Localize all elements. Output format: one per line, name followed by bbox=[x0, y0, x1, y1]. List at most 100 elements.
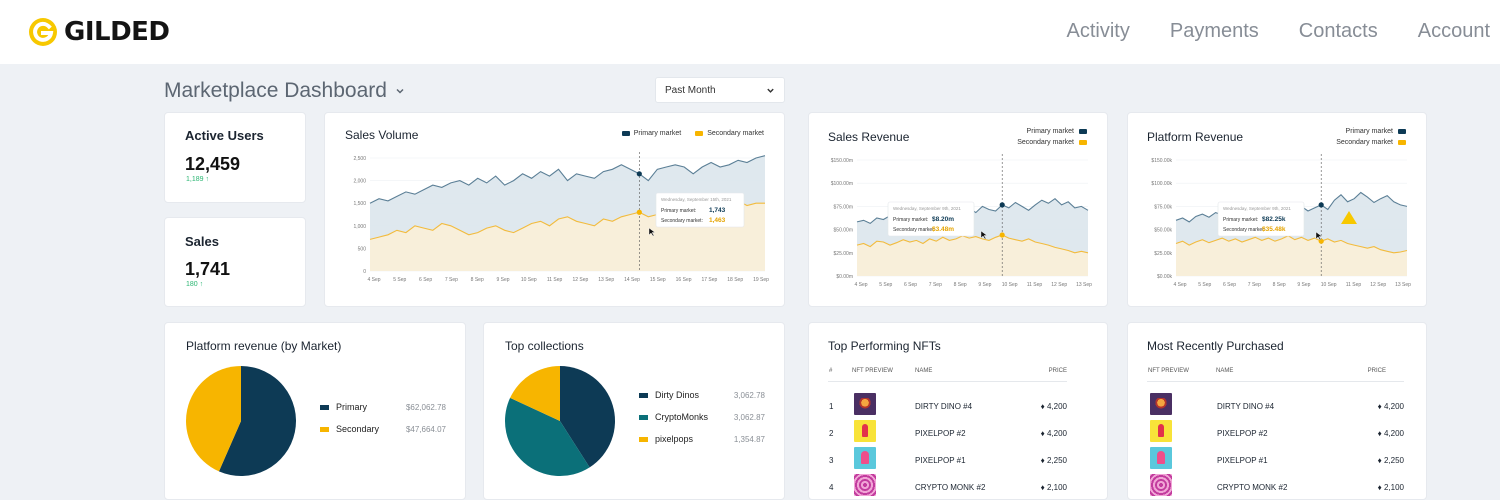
table-row[interactable]: PIXELPOP #2 ♦ 4,200 bbox=[1147, 420, 1404, 446]
series-line-secondary bbox=[1175, 235, 1408, 254]
pie-slice-cryptomonks[interactable] bbox=[504, 397, 590, 477]
x-tick-label: 11 Sep bbox=[1027, 282, 1043, 288]
row-name: PIXELPOP #1 bbox=[915, 456, 966, 465]
row-price: ♦ 2,100 bbox=[1040, 483, 1067, 492]
legend-pixelpops: pixelpops 1,354.87 bbox=[639, 434, 765, 444]
top-collections-pie[interactable] bbox=[504, 365, 616, 477]
hover-point bbox=[636, 209, 642, 215]
series-area-secondary bbox=[857, 235, 1088, 276]
table-row[interactable]: 2 PIXELPOP #2 ♦ 4,200 bbox=[828, 420, 1085, 446]
nft-thumbnail[interactable] bbox=[1150, 393, 1172, 415]
legend-secondary-swatch bbox=[1079, 140, 1087, 145]
tooltip-secondary-value: $3.48m bbox=[932, 226, 954, 233]
logo[interactable]: GILDED bbox=[28, 16, 170, 48]
sales-revenue-card: Sales Revenue Primary market Secondary m… bbox=[808, 112, 1108, 307]
pie-slice-pixelpops[interactable] bbox=[510, 366, 560, 421]
platform-revenue-chart[interactable]: $150.00k $100.00k $75.00k $50.00k $25.00k $0.… bbox=[1128, 113, 1428, 308]
hover-point bbox=[999, 202, 1005, 208]
revenue-by-market-pie[interactable] bbox=[185, 365, 297, 477]
row-name: DIRTY DINO #4 bbox=[915, 402, 973, 411]
table-row[interactable]: CRYPTO MONK #2 ♦ 2,100 bbox=[1147, 474, 1404, 500]
nav-account[interactable]: Account bbox=[1417, 20, 1490, 42]
sales-volume-card: Sales Volume Primary market Secondary ma… bbox=[324, 112, 785, 307]
y-tick-label: 1,000 bbox=[353, 224, 366, 230]
chevron-down-icon bbox=[767, 88, 774, 93]
chart-tooltip: Wednesday, September 9th, 2021 Primary ma… bbox=[1217, 201, 1305, 237]
chart-tooltip: Wednesday, September 9th, 2021 Primary ma… bbox=[887, 201, 975, 237]
y-tick-label: 2,000 bbox=[353, 179, 366, 185]
row-name: CRYPTO MONK #2 bbox=[1217, 483, 1288, 492]
legend-primary: Primary $62,062.78 bbox=[320, 402, 446, 412]
y-tick-label: $75.00m bbox=[834, 204, 853, 210]
legend-secondary-swatch bbox=[695, 131, 704, 136]
col-price: Price bbox=[1367, 368, 1386, 374]
nft-thumbnail[interactable] bbox=[854, 447, 876, 469]
sales-revenue-chart[interactable]: $150.00m $100.00m $75.00m $50.00m $25.00m $0.… bbox=[809, 113, 1109, 308]
y-tick-label: $50.00m bbox=[834, 228, 853, 234]
x-tick-label: 10 Sep bbox=[1321, 282, 1337, 288]
tooltip-primary-value: $8.20m bbox=[932, 216, 954, 223]
recent-purchases-title: Most Recently Purchased bbox=[1147, 339, 1284, 353]
nft-thumbnail[interactable] bbox=[854, 393, 876, 415]
series-line-secondary bbox=[856, 234, 1089, 254]
revenue-by-market-title: Platform revenue (by Market) bbox=[186, 339, 342, 353]
revenue-by-market-card: Platform revenue (by Market) Primary $62… bbox=[164, 322, 466, 500]
x-tick-label: 6 Sep bbox=[1223, 282, 1236, 288]
y-tick-label: $25.00k bbox=[1154, 251, 1172, 257]
tooltip-primary-value: $82.25k bbox=[1262, 216, 1286, 223]
sales-card: Sales 1,741 180 ↑ bbox=[164, 217, 306, 307]
series-line-primary bbox=[369, 155, 766, 204]
nav-activity[interactable]: Activity bbox=[1066, 20, 1130, 42]
pie-slice-primary[interactable] bbox=[218, 366, 297, 476]
table-row[interactable]: 3 PIXELPOP #1 ♦ 2,250 bbox=[828, 447, 1085, 473]
x-tick-label: 8 Sep bbox=[471, 277, 484, 283]
table-row[interactable]: 4 CRYPTO MONK #2 ♦ 2,100 bbox=[828, 474, 1085, 500]
sales-volume-chart[interactable]: 2,500 2,000 1,500 1,000 500 04 Sep 5 Sep 6 Sep 7… bbox=[325, 113, 786, 308]
table-divider bbox=[828, 381, 1067, 382]
nav-payments[interactable]: Payments bbox=[1169, 20, 1259, 42]
table-row[interactable]: 1 DIRTY DINO #4 ♦ 4,200 bbox=[828, 393, 1085, 419]
pie-slice-dirty-dinos[interactable] bbox=[560, 366, 615, 468]
row-price: ♦ 4,200 bbox=[1040, 402, 1067, 411]
row-rank: 3 bbox=[829, 456, 834, 465]
y-tick-label: 1,500 bbox=[353, 201, 366, 207]
x-tick-label: 9 Sep bbox=[1297, 282, 1310, 288]
legend-dirty-dinos-value: 3,062.78 bbox=[733, 390, 765, 400]
nft-thumbnail[interactable] bbox=[1150, 447, 1172, 469]
nft-thumbnail[interactable] bbox=[854, 474, 876, 496]
tooltip-date: Wednesday, September 9th, 2021 bbox=[1223, 206, 1291, 211]
nft-thumbnail[interactable] bbox=[854, 420, 876, 442]
sales-volume-title: Sales Volume bbox=[345, 128, 419, 142]
mouse-cursor-icon bbox=[1315, 231, 1323, 241]
table-row[interactable]: DIRTY DINO #4 ♦ 4,200 bbox=[1147, 393, 1404, 419]
legend-secondary-value: $47,664.07 bbox=[405, 424, 446, 434]
legend-secondary-label: Secondary bbox=[336, 424, 380, 434]
dashboard-selector[interactable]: Marketplace Dashboard bbox=[164, 79, 405, 103]
x-tick-label: 13 Sep bbox=[1076, 282, 1092, 288]
legend-pixelpops-swatch bbox=[639, 436, 648, 442]
recent-purchases-card: Most Recently Purchased NFT Preview Name… bbox=[1127, 322, 1427, 500]
nav-contacts[interactable]: Contacts bbox=[1298, 20, 1378, 42]
period-select[interactable]: Past Month bbox=[655, 77, 785, 103]
legend-cryptomonks-swatch bbox=[639, 414, 648, 420]
revenue-by-market-legend: Primary $62,062.78 Secondary $47,664.07 bbox=[320, 402, 446, 442]
series-area-secondary bbox=[1176, 235, 1407, 276]
y-tick-label: $100.00k bbox=[1151, 181, 1172, 187]
platform-revenue-title: Platform Revenue bbox=[1147, 130, 1244, 144]
top-collections-card: Top collections Dirty Dinos 3,062.78 Cry… bbox=[483, 322, 785, 500]
row-price: ♦ 2,100 bbox=[1377, 483, 1404, 492]
legend-secondary: Secondary market bbox=[1017, 137, 1087, 148]
period-value: Past Month bbox=[665, 84, 716, 96]
nft-thumbnail[interactable] bbox=[1150, 474, 1172, 496]
chevron-down-icon bbox=[396, 88, 404, 94]
top-collections-title: Top collections bbox=[505, 339, 584, 353]
mouse-cursor-icon bbox=[648, 227, 656, 237]
legend-dirty-dinos-swatch bbox=[639, 392, 648, 398]
legend-primary-label: Primary market bbox=[1345, 128, 1393, 135]
pie-slice-secondary[interactable] bbox=[186, 366, 241, 472]
nft-thumbnail[interactable] bbox=[1150, 420, 1172, 442]
x-tick-label: 13 Sep bbox=[1395, 282, 1411, 288]
x-tick-label: 7 Sep bbox=[445, 277, 458, 283]
row-price: ♦ 4,200 bbox=[1377, 402, 1404, 411]
table-row[interactable]: PIXELPOP #1 ♦ 2,250 bbox=[1147, 447, 1404, 473]
